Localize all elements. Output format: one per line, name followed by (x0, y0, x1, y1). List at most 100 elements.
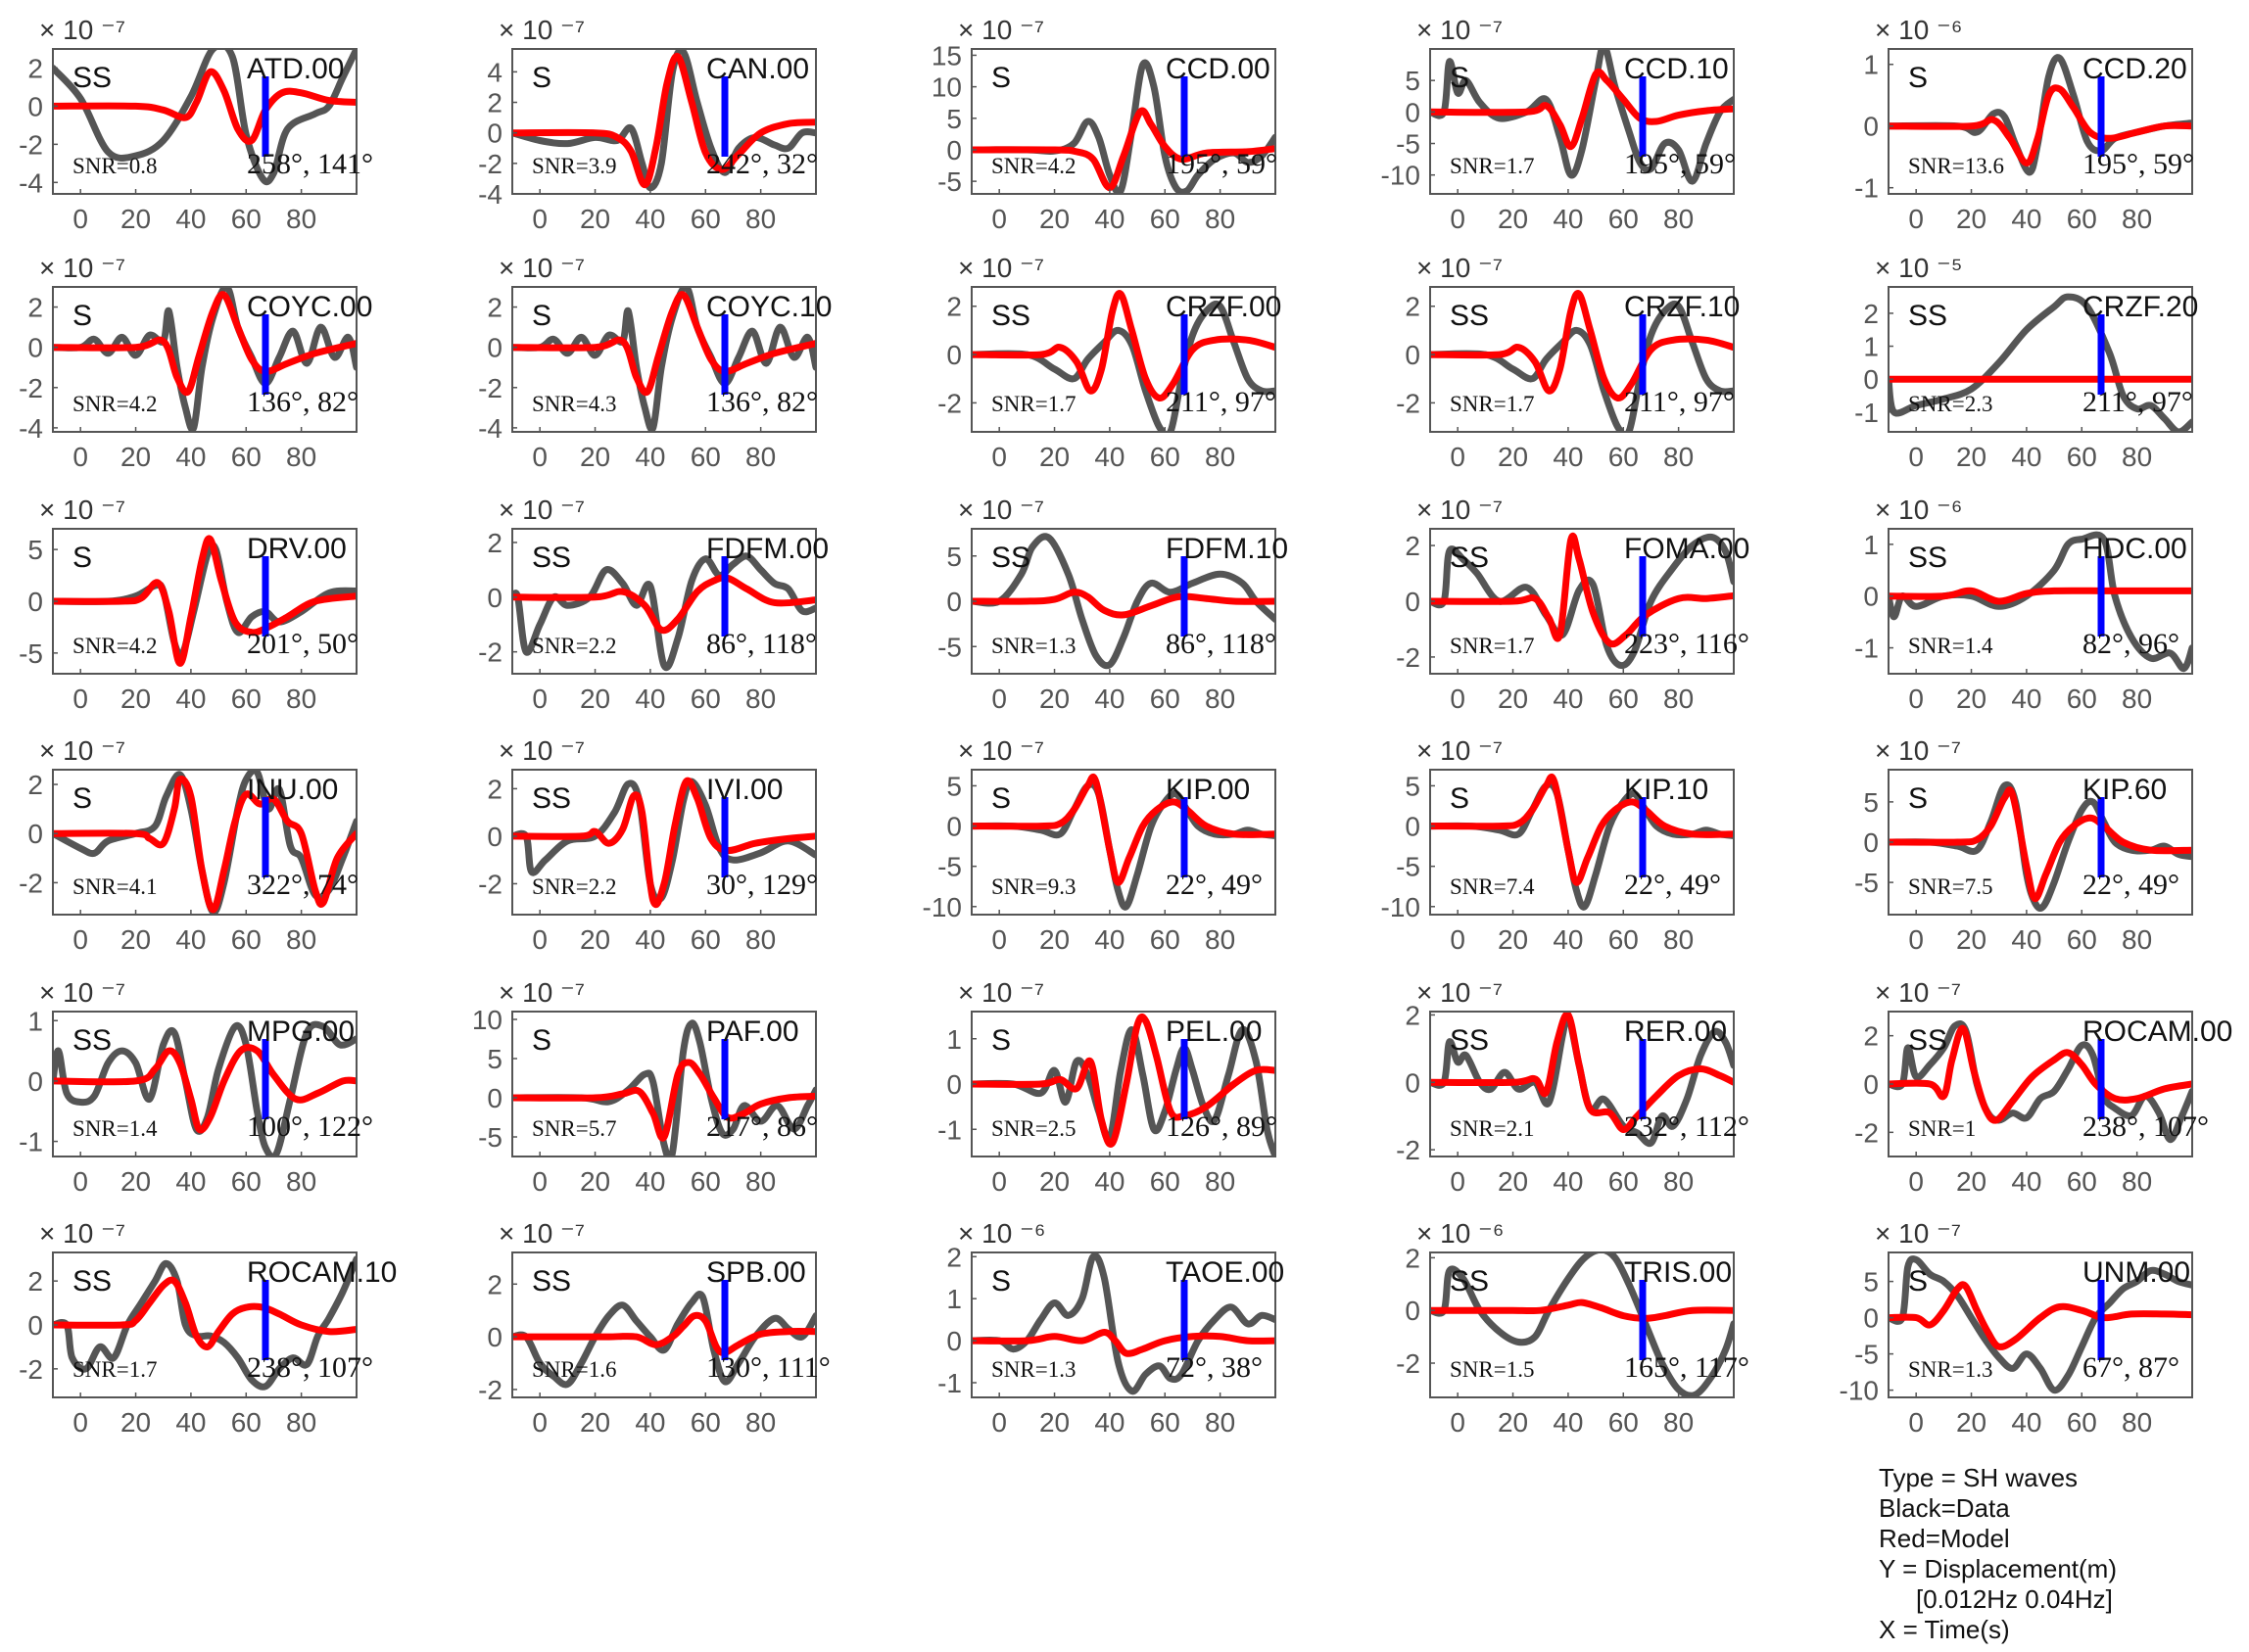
station-label: INU.00 (247, 774, 338, 806)
y-tick-label: -2 (478, 373, 502, 403)
waveform-panel: 0 20 40 60 80 10 5 0 -5 × 10 ⁻⁷ S PAF.00 SNR=5.7 217°… (472, 977, 818, 1197)
x-tick-label: 40 (1553, 684, 1583, 714)
x-tick-label: 40 (635, 684, 665, 714)
x-tick-label: 60 (231, 1166, 262, 1197)
axes-box (971, 769, 1276, 916)
snr-label: SNR=2.2 (532, 634, 616, 658)
y-exponent-label: × 10 ⁻⁷ (1875, 735, 1961, 766)
y-tick-label: 2 (27, 770, 43, 800)
model-trace (53, 1044, 357, 1134)
axes-box (971, 48, 1276, 195)
y-tick-label: 10 (932, 72, 962, 103)
x-tick-label: 40 (635, 204, 665, 234)
x-tick-label: 20 (1956, 204, 1986, 234)
y-tick-label: -2 (478, 149, 502, 179)
y-tick-label: 4 (487, 57, 502, 87)
x-tick-label: 60 (2067, 204, 2097, 234)
snr-label: SNR=1.6 (532, 1357, 616, 1382)
y-tick-label: 0 (1863, 364, 1879, 395)
y-tick-label: 0 (487, 118, 502, 149)
station-label: KIP.10 (1624, 774, 1708, 806)
x-tick-label: 80 (2122, 924, 2152, 955)
azimuth-label: 211°, 97° (1166, 386, 1276, 418)
y-tick-label: -2 (937, 388, 962, 418)
x-tick-label: 20 (1498, 204, 1528, 234)
y-tick-label: 0 (1863, 1069, 1879, 1100)
axes-box (1888, 1251, 2193, 1398)
y-tick-label: 0 (487, 1083, 502, 1113)
snr-label: SNR=1.3 (1908, 1357, 1992, 1382)
legend-x-axis: X = Time(s) (1879, 1615, 2010, 1644)
x-tick-label: 0 (532, 1407, 548, 1438)
x-tick-label: 40 (1094, 204, 1124, 234)
model-trace (512, 1059, 816, 1142)
azimuth-label: 30°, 129° (706, 869, 818, 901)
axes-box (971, 286, 1276, 433)
y-tick-label: -1 (1854, 398, 1879, 428)
y-tick-label: 2 (1405, 1243, 1420, 1273)
y-exponent-label: × 10 ⁻⁶ (1875, 495, 1962, 525)
x-tick-label: 60 (691, 684, 721, 714)
axes-box (511, 769, 817, 916)
axes-box (1429, 48, 1735, 195)
axes-box (511, 528, 817, 675)
station-label: COYC.00 (247, 291, 372, 323)
snr-label: SNR=7.5 (1908, 874, 1992, 899)
x-tick-label: 20 (1039, 204, 1070, 234)
phase-label: S (532, 62, 551, 94)
azimuth-label: 100°, 122° (247, 1110, 373, 1143)
legend-data-color: Black=Data (1879, 1493, 2010, 1523)
x-tick-label: 60 (2067, 684, 2097, 714)
y-exponent-label: × 10 ⁻⁶ (1416, 1218, 1504, 1249)
x-tick-label: 80 (745, 684, 776, 714)
phase-label: S (991, 62, 1011, 94)
x-tick-label: 40 (175, 924, 206, 955)
x-tick-label: 80 (1663, 684, 1694, 714)
model-trace (1889, 786, 2192, 903)
y-tick-label: 1 (946, 1284, 962, 1314)
y-tick-label: -1 (937, 1114, 962, 1145)
y-tick-label: -4 (478, 413, 502, 444)
station-label: FDFM.10 (1166, 533, 1288, 565)
y-tick-label: 0 (27, 1310, 43, 1341)
x-tick-label: 40 (635, 1407, 665, 1438)
axes-box (1429, 286, 1735, 433)
snr-label: SNR=4.2 (72, 634, 157, 658)
axes-box (52, 1011, 358, 1157)
waveform-panel: 0 20 40 60 80 5 0 -5 -10 × 10 ⁻⁷ S UNM.00 SNR=1.3 67°… (1840, 1218, 2193, 1438)
x-tick-label: 40 (1094, 924, 1124, 955)
x-tick-label: 80 (2122, 204, 2152, 234)
y-tick-label: 2 (487, 88, 502, 118)
y-tick-label: 5 (946, 542, 962, 572)
x-tick-label: 20 (1498, 684, 1528, 714)
y-tick-label: 0 (1405, 1296, 1420, 1326)
x-tick-label: 80 (286, 1407, 316, 1438)
model-trace (1889, 1024, 2192, 1124)
x-tick-label: 20 (1039, 684, 1070, 714)
snr-label: SNR=1.7 (1450, 392, 1534, 416)
phase-label: SS (1908, 542, 1947, 574)
azimuth-label: 201°, 50° (247, 628, 359, 660)
x-tick-label: 0 (1908, 924, 1924, 955)
phase-label: SS (72, 1024, 112, 1057)
x-tick-label: 80 (2122, 1166, 2152, 1197)
x-tick-label: 20 (1956, 1166, 1986, 1197)
azimuth-label: 195°, 59° (1166, 148, 1277, 180)
x-tick-label: 80 (286, 924, 316, 955)
x-tick-label: 80 (745, 1166, 776, 1197)
x-tick-label: 20 (120, 1166, 151, 1197)
x-tick-label: 0 (991, 442, 1007, 472)
axes-box (1429, 1011, 1735, 1157)
y-tick-label: -2 (1854, 1117, 1879, 1148)
y-exponent-label: × 10 ⁻⁷ (39, 735, 125, 766)
station-label: KIP.00 (1166, 774, 1250, 806)
x-tick-label: 60 (1608, 1407, 1639, 1438)
model-trace (1430, 1012, 1734, 1133)
data-trace (972, 301, 1275, 432)
azimuth-label: 136°, 82° (247, 386, 359, 418)
